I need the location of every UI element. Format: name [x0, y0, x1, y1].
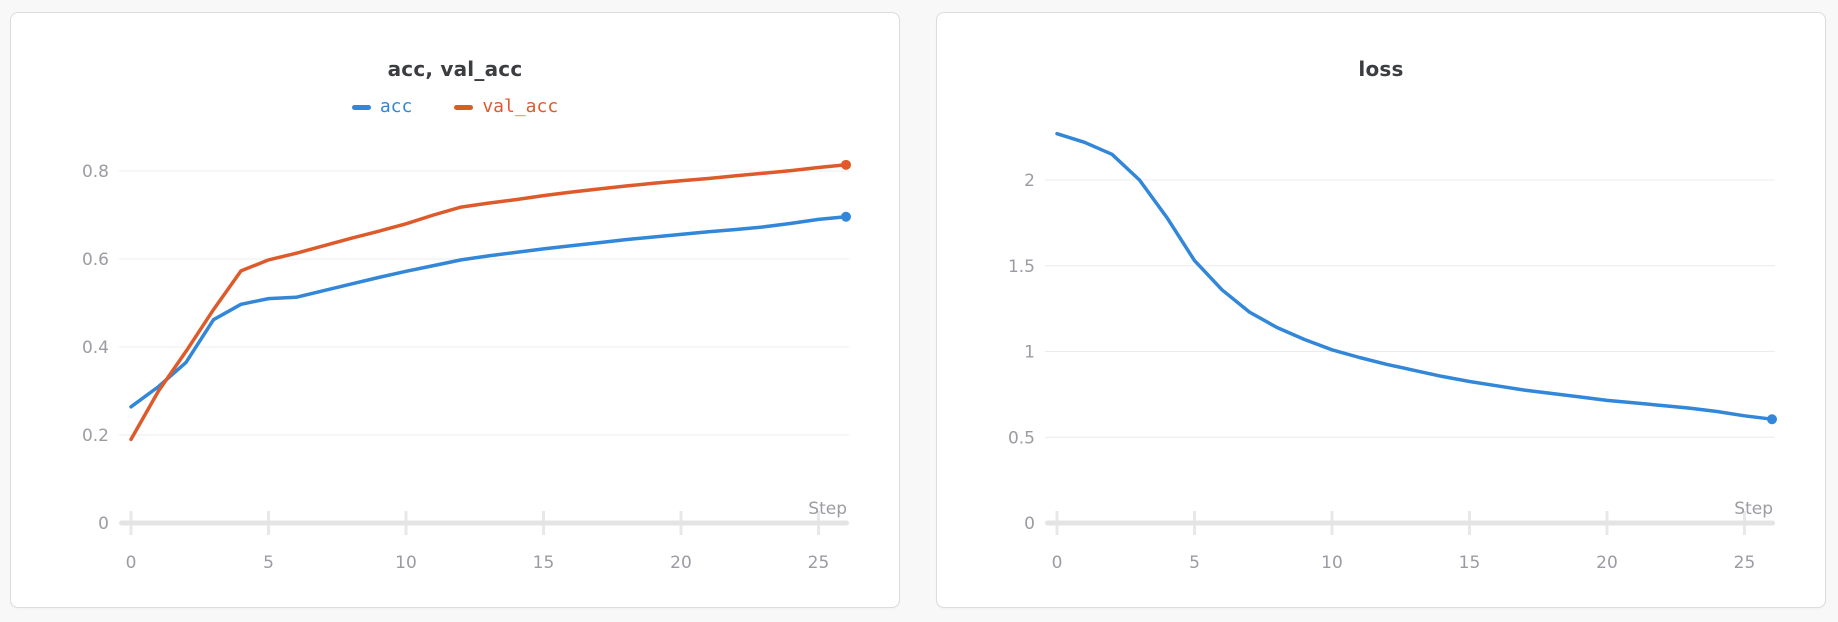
y-tick-label: 1	[1024, 343, 1035, 363]
chart-panel-loss[interactable]: loss 0 0.5 1 1.5 2 0 5 10 15 20 25 Step	[936, 12, 1826, 608]
x-tick-label: 20	[1596, 553, 1618, 573]
series-endpoint-val_acc	[841, 159, 851, 170]
x-axis-label: Step	[808, 499, 847, 519]
legend-dash-icon	[454, 104, 474, 110]
series-endpoint-loss	[1767, 414, 1777, 425]
chart-title: acc, val_acc	[387, 57, 523, 81]
legend-label: val_acc	[482, 96, 559, 117]
y-tick-label: 0.2	[82, 426, 109, 446]
x-tick-label: 0	[1052, 553, 1063, 573]
x-tick-label: 10	[1321, 553, 1343, 573]
series-line-loss	[1055, 131, 1774, 421]
x-axis-bar	[119, 520, 849, 526]
y-tick-label: 0	[1024, 514, 1035, 534]
y-tick-label: 2	[1024, 171, 1035, 191]
series-line-val_acc	[129, 163, 848, 442]
series-line-acc	[129, 215, 848, 409]
x-tick-label: 5	[263, 553, 274, 573]
x-tick-label: 25	[808, 553, 830, 573]
y-tick-label: 1.5	[1008, 257, 1035, 277]
legend-item-acc[interactable]: acc	[351, 96, 413, 117]
legend-item-val-acc[interactable]: val_acc	[454, 98, 558, 116]
x-tick-label: 10	[395, 553, 417, 573]
x-axis-bar	[1045, 520, 1775, 526]
y-tick-label: 0.8	[82, 162, 109, 182]
chart-panel-acc-val-acc[interactable]: acc, val_acc acc val_acc 0 0.2 0.4 0.6 0.8 0 5…	[10, 12, 900, 608]
y-tick-label: 0	[98, 514, 109, 534]
x-tick-label: 0	[126, 553, 137, 573]
x-tick-label: 15	[1459, 553, 1481, 573]
chart-legend: acc val_acc	[11, 98, 899, 116]
legend-label: acc	[379, 96, 413, 117]
legend-dash-icon	[351, 104, 371, 110]
series-endpoint-acc	[841, 211, 851, 222]
y-tick-label: 0.6	[82, 250, 109, 270]
x-tick-label: 25	[1734, 553, 1756, 573]
x-tick-label: 5	[1189, 553, 1200, 573]
y-tick-label: 0.5	[1008, 428, 1035, 448]
chart-canvas[interactable]: 0 0.2 0.4 0.6 0.8 0 5 10 15 20 25 Step	[11, 13, 901, 609]
x-axis-label: Step	[1734, 499, 1773, 519]
x-tick-label: 20	[670, 553, 692, 573]
y-tick-label: 0.4	[82, 338, 109, 358]
x-tick-label: 15	[533, 553, 555, 573]
chart-title: loss	[1358, 57, 1404, 81]
